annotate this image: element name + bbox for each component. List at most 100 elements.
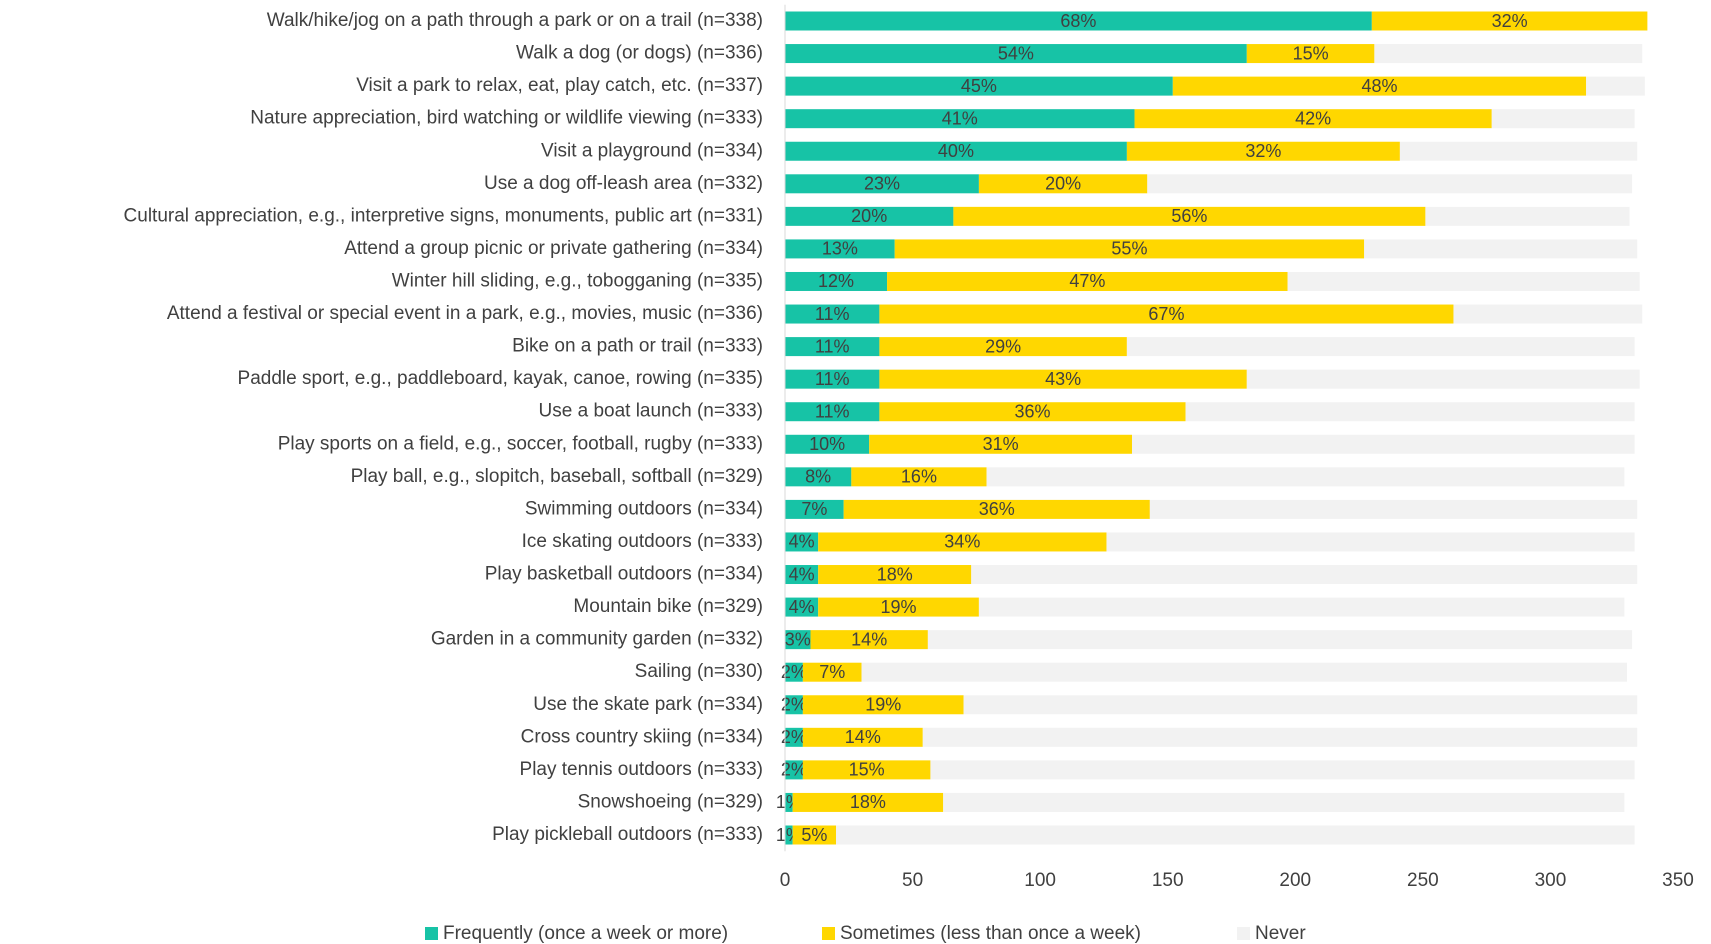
bar-segment [785, 760, 803, 780]
legend-label: Sometimes (less than once a week) [840, 923, 1141, 944]
category-label: Visit a park to relax, eat, play catch, … [356, 75, 763, 96]
bar-segment [785, 825, 793, 845]
data-label: 14% [851, 629, 887, 649]
bar-segment [971, 565, 1638, 585]
bar-segment [930, 760, 1635, 780]
bar-segment [1131, 434, 1635, 454]
data-label: 16% [901, 467, 937, 487]
data-label: 29% [985, 336, 1021, 356]
data-label: 55% [1111, 239, 1147, 259]
category-label: Sailing (n=330) [635, 661, 763, 682]
bar-segment [1287, 271, 1640, 291]
bar-segment [927, 630, 1633, 650]
data-label: 31% [983, 434, 1019, 454]
bar-segment [1246, 44, 1375, 64]
data-label: 2% [781, 760, 807, 780]
bar-segment [785, 792, 793, 812]
bar-segment [879, 337, 1127, 357]
bar-segment [802, 760, 931, 780]
bar-segment [1453, 304, 1643, 324]
category-label: Play ball, e.g., slopitch, baseball, sof… [351, 466, 763, 487]
bar-segment [785, 467, 852, 487]
data-label: 12% [818, 271, 854, 291]
data-label: 4% [789, 532, 815, 552]
bar-segment [785, 695, 803, 715]
bar-segment [792, 792, 944, 812]
data-label: 45% [961, 76, 997, 96]
bar-segment [1185, 402, 1635, 422]
x-tick-label: 200 [1279, 870, 1311, 891]
category-label: Paddle sport, e.g., paddleboard, kayak, … [238, 368, 763, 389]
category-label: Garden in a community garden (n=332) [431, 629, 763, 650]
data-label: 10% [809, 434, 845, 454]
bar-segment [836, 825, 1635, 845]
bar-segment [785, 239, 895, 259]
x-tick-label: 150 [1152, 870, 1184, 891]
bar-segment [1491, 109, 1635, 129]
category-label: Play sports on a field, e.g., soccer, fo… [278, 433, 763, 454]
data-label: 11% [815, 336, 850, 356]
category-label: Snowshoeing (n=329) [578, 791, 763, 812]
bar-segment [953, 206, 1426, 226]
category-label: Cultural appreciation, e.g., interpretiv… [124, 205, 763, 226]
bar-segment [887, 271, 1288, 291]
bar-segment [785, 109, 1135, 129]
data-label: 20% [1045, 174, 1081, 194]
data-label: 11% [815, 369, 850, 389]
bar-segment [785, 662, 803, 682]
bar-segment [943, 792, 1625, 812]
data-label: 32% [1245, 141, 1281, 161]
bar-segment [802, 695, 964, 715]
category-label: Winter hill sliding, e.g., tobogganing (… [392, 270, 763, 291]
bar-segment [879, 304, 1454, 324]
x-tick-label: 0 [780, 870, 791, 891]
bar-segment [785, 727, 803, 747]
data-label: 40% [938, 141, 974, 161]
bar-segment [1371, 11, 1648, 31]
category-label: Use the skate park (n=334) [533, 694, 763, 715]
bar-segment [1147, 174, 1633, 194]
data-label: 18% [850, 792, 886, 812]
data-label: 4% [789, 597, 815, 617]
data-label: 11% [815, 304, 850, 324]
category-label: Walk/hike/jog on a path through a park o… [267, 10, 763, 31]
data-label: 43% [1045, 369, 1081, 389]
data-label: 32% [1492, 11, 1528, 31]
data-label: 15% [849, 760, 885, 780]
data-label: 41% [942, 108, 978, 128]
data-label: 7% [819, 662, 845, 682]
bar-segment [894, 239, 1365, 259]
x-tick-label: 350 [1662, 870, 1694, 891]
bar-segment [1172, 76, 1587, 96]
bar-segment [879, 369, 1247, 389]
bar-segment [785, 11, 1372, 31]
bar-segment [785, 337, 880, 357]
bar-segment [785, 44, 1247, 64]
data-label: 20% [851, 206, 887, 226]
data-label: 4% [789, 564, 815, 584]
x-tick-label: 300 [1535, 870, 1567, 891]
bar-segment [922, 727, 1638, 747]
bar-segment [785, 532, 819, 552]
bar-segment [986, 467, 1625, 487]
category-label: Use a dog off-leash area (n=332) [484, 173, 763, 194]
data-label: 19% [865, 695, 901, 715]
data-label: 15% [1293, 43, 1329, 63]
data-label: 19% [881, 597, 917, 617]
data-label: 34% [944, 532, 980, 552]
data-label: 13% [822, 239, 858, 259]
bar-segment [818, 597, 979, 617]
bar-segment [1374, 44, 1643, 64]
category-label: Nature appreciation, bird watching or wi… [250, 108, 763, 129]
bar-segment [785, 499, 844, 519]
bar-segment [1134, 109, 1492, 129]
bar-segment [843, 499, 1150, 519]
category-label: Mountain bike (n=329) [573, 596, 763, 617]
legend-label: Frequently (once a week or more) [443, 923, 728, 944]
data-label: 23% [864, 174, 900, 194]
bar-segment [978, 597, 1625, 617]
bar-segment [802, 727, 923, 747]
bar-segment [785, 76, 1173, 96]
bar-segment [818, 565, 972, 585]
